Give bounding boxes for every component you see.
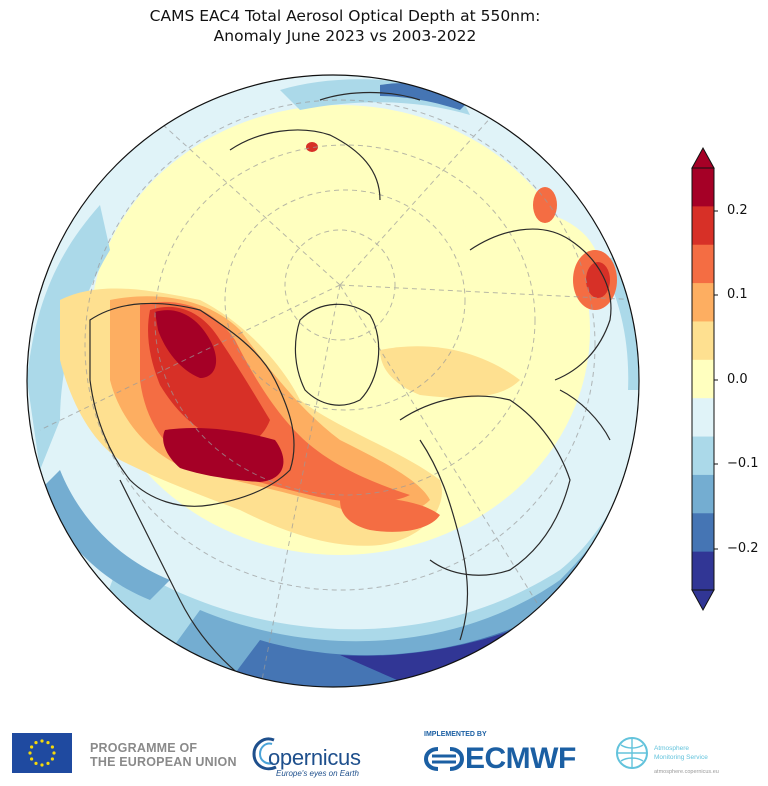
colorbar-tick-label: 0.1 xyxy=(727,287,748,302)
eu-star xyxy=(30,757,34,761)
map-title: CAMS EAC4 Total Aerosol Optical Depth at… xyxy=(0,6,690,46)
eu-star xyxy=(34,741,38,745)
eu-star xyxy=(40,763,44,767)
colorbar-segment xyxy=(692,206,714,246)
colorbar-extend-min xyxy=(691,589,715,612)
eu-star xyxy=(46,761,50,765)
graticule xyxy=(39,84,639,687)
eu-flag-icon xyxy=(12,733,72,773)
copernicus-wordmark: opernicus xyxy=(268,745,361,770)
colorbar xyxy=(691,146,718,612)
colorbar-segment xyxy=(692,359,714,399)
coastlines xyxy=(89,91,612,687)
eu-star xyxy=(28,751,32,755)
colorbar-segment xyxy=(692,283,714,322)
cams-line-1: Atmosphere xyxy=(654,745,690,752)
colorbar-frame xyxy=(691,167,715,591)
eu-star xyxy=(50,757,54,761)
eu-programme-text: PROGRAMME OF THE EUROPEAN UNION xyxy=(90,741,237,769)
colorbar-segment xyxy=(692,321,714,361)
copernicus-tagline: Europe's eyes on Earth xyxy=(276,769,359,778)
title-line-2: Anomaly June 2023 vs 2003-2022 xyxy=(213,27,477,45)
ecmwf-wordmark: ECMWF xyxy=(465,742,576,775)
eu-star xyxy=(50,745,54,749)
copernicus-c-icon xyxy=(252,737,277,771)
colorbar-tick-label: −0.1 xyxy=(727,456,759,471)
colorbar-tick-label: 0.2 xyxy=(727,203,748,218)
eu-line-1: PROGRAMME OF xyxy=(90,741,198,755)
colorbar-extend-max xyxy=(691,146,715,169)
eu-star xyxy=(40,739,44,743)
eu-star xyxy=(46,741,50,745)
colorbar-segment xyxy=(692,436,714,476)
title-line-1: CAMS EAC4 Total Aerosol Optical Depth at… xyxy=(149,7,541,25)
colorbar-tick-label: −0.2 xyxy=(727,541,759,556)
cams-url: atmosphere.copernicus.eu xyxy=(654,769,719,775)
implemented-by-text: IMPLEMENTED BY xyxy=(424,731,487,738)
colorbar-segment xyxy=(692,244,714,284)
colorbar-segment xyxy=(692,474,714,514)
eu-star xyxy=(52,751,56,755)
globe-outline xyxy=(26,74,640,688)
cams-line-2: Monitoring Service xyxy=(654,754,708,761)
eu-line-2: THE EUROPEAN UNION xyxy=(90,755,237,769)
colorbar-segment xyxy=(692,398,714,438)
eu-star xyxy=(30,745,34,749)
eu-star xyxy=(34,761,38,765)
colorbar-tick-label: 0.0 xyxy=(727,372,748,387)
cams-globe-icon xyxy=(616,737,648,769)
ecmwf-icon xyxy=(424,747,464,771)
colorbar-segment xyxy=(692,513,714,553)
colorbar-segment xyxy=(692,551,714,591)
colorbar-segment xyxy=(692,168,714,207)
